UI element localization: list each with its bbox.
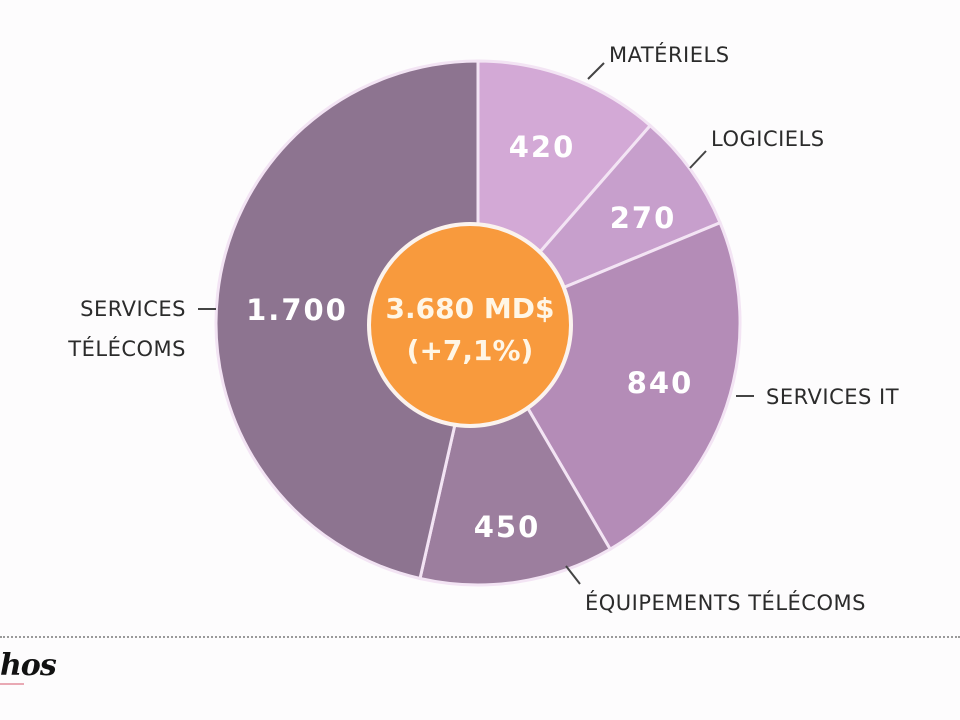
- leader-logiciels: [689, 150, 707, 169]
- label-logiciels: LOGICIELS: [711, 127, 825, 151]
- label-services-telecoms-line1: SERVICES: [80, 297, 186, 321]
- label-services-it: SERVICES IT: [766, 385, 899, 409]
- value-equipements-telecoms: 450: [474, 510, 541, 544]
- center-total: 3.680 MD$: [386, 292, 555, 325]
- leader-equipements: [565, 565, 581, 585]
- slice-services-telecoms: [214, 59, 480, 581]
- label-materiels: MATÉRIELS: [609, 42, 730, 67]
- center-growth: (+7,1%): [407, 334, 534, 367]
- value-services-telecoms: 1.700: [246, 293, 348, 327]
- label-equipements-telecoms: ÉQUIPEMENTS TÉLÉCOMS: [585, 590, 866, 615]
- value-services-it: 840: [627, 366, 694, 400]
- publisher-logo: hos: [0, 648, 57, 683]
- leader-materiels: [587, 62, 605, 80]
- value-logiciels: 270: [610, 201, 677, 235]
- logo-underline: [0, 683, 24, 685]
- center-badge: [367, 222, 573, 428]
- value-materiels: 420: [509, 130, 576, 164]
- dotted-divider: [0, 636, 960, 638]
- label-services-telecoms-line2: TÉLÉCOMS: [67, 336, 186, 361]
